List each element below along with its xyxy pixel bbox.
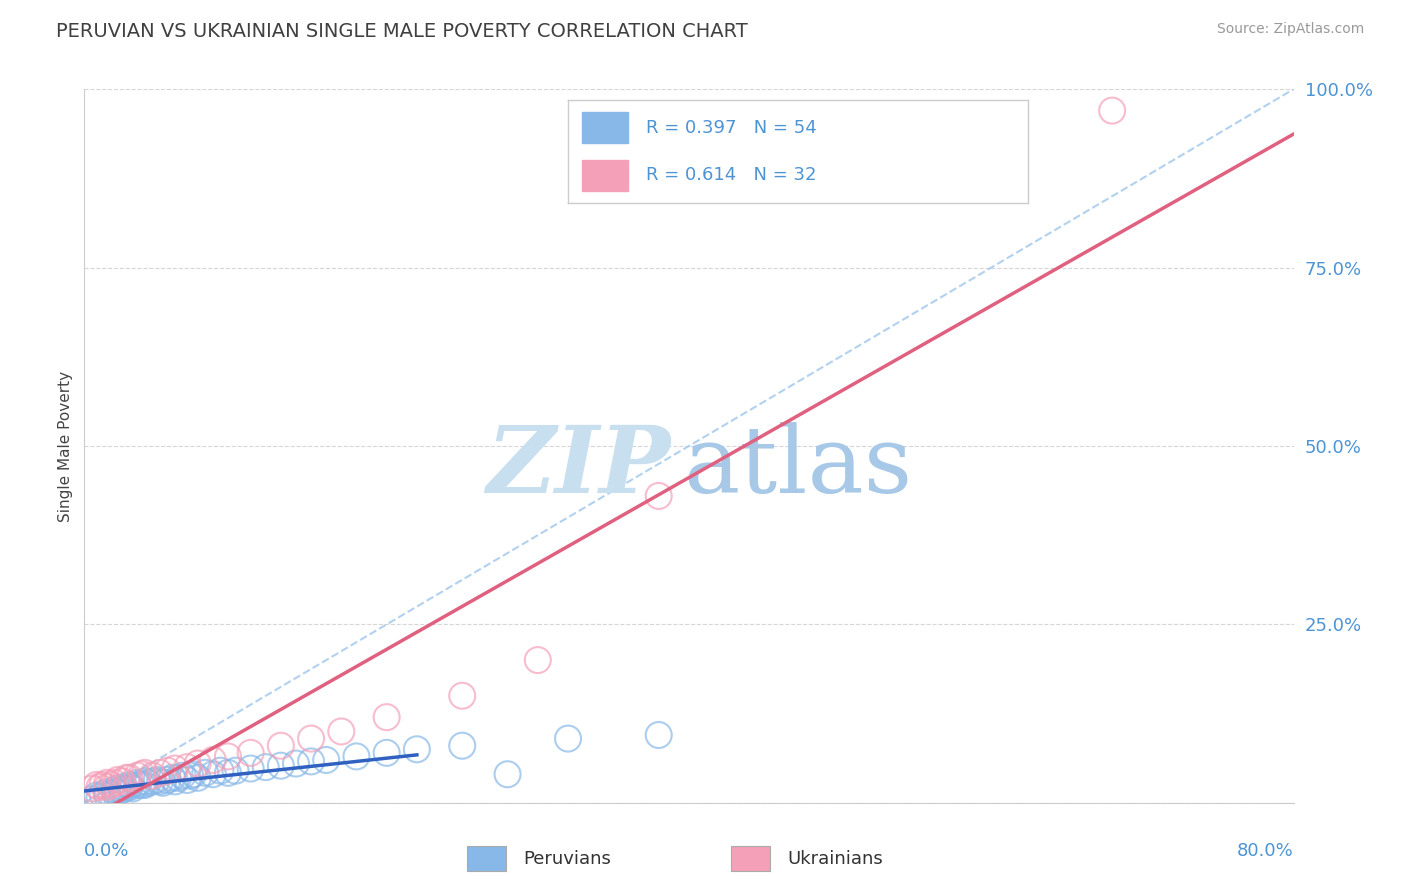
- Point: [134, 778, 156, 792]
- Point: [89, 780, 111, 794]
- Text: 80.0%: 80.0%: [1237, 842, 1294, 860]
- Point: [194, 765, 217, 780]
- Point: [104, 783, 127, 797]
- Point: [141, 769, 163, 783]
- Point: [118, 771, 141, 785]
- Point: [96, 776, 118, 790]
- FancyBboxPatch shape: [467, 847, 506, 871]
- Point: [121, 781, 143, 796]
- Point: [134, 774, 156, 789]
- Point: [149, 765, 172, 780]
- Point: [107, 785, 129, 799]
- Point: [156, 772, 179, 787]
- Point: [156, 764, 179, 778]
- Point: [118, 778, 141, 792]
- Text: PERUVIAN VS UKRAINIAN SINGLE MALE POVERTY CORRELATION CHART: PERUVIAN VS UKRAINIAN SINGLE MALE POVERT…: [56, 22, 748, 41]
- Point: [375, 710, 398, 724]
- Point: [104, 776, 127, 790]
- Point: [254, 760, 277, 774]
- Point: [115, 771, 138, 785]
- Point: [172, 769, 194, 783]
- Point: [127, 776, 149, 790]
- Point: [91, 787, 114, 801]
- Point: [406, 742, 429, 756]
- Point: [284, 756, 308, 771]
- Point: [647, 728, 671, 742]
- Point: [149, 774, 172, 789]
- Point: [152, 776, 174, 790]
- Point: [146, 772, 169, 787]
- Point: [131, 778, 153, 792]
- Point: [496, 767, 519, 781]
- Point: [209, 764, 232, 778]
- Point: [167, 771, 190, 785]
- Point: [176, 760, 198, 774]
- Point: [176, 772, 198, 787]
- Point: [136, 776, 159, 790]
- Point: [118, 780, 141, 794]
- Point: [187, 756, 209, 771]
- Point: [239, 762, 262, 776]
- Point: [111, 780, 134, 794]
- Point: [346, 749, 368, 764]
- Point: [187, 771, 209, 785]
- Point: [80, 792, 103, 806]
- Point: [225, 764, 247, 778]
- Point: [127, 769, 149, 783]
- Point: [141, 774, 163, 789]
- Point: [100, 787, 122, 801]
- Point: [111, 774, 134, 789]
- Text: ZIP: ZIP: [486, 423, 671, 512]
- Text: atlas: atlas: [683, 423, 912, 512]
- Point: [104, 785, 127, 799]
- Point: [451, 689, 474, 703]
- Text: Ukrainians: Ukrainians: [787, 849, 883, 868]
- Point: [100, 778, 122, 792]
- Text: Source: ZipAtlas.com: Source: ZipAtlas.com: [1216, 22, 1364, 37]
- Point: [96, 785, 118, 799]
- Point: [557, 731, 579, 746]
- Point: [181, 767, 204, 781]
- Point: [315, 753, 337, 767]
- Point: [1101, 103, 1123, 118]
- Point: [526, 653, 548, 667]
- Point: [299, 731, 322, 746]
- Point: [163, 774, 186, 789]
- Point: [330, 724, 353, 739]
- Point: [114, 781, 136, 796]
- Point: [86, 789, 108, 803]
- Point: [131, 767, 153, 781]
- Point: [201, 767, 224, 781]
- Point: [217, 765, 239, 780]
- Point: [217, 749, 239, 764]
- Point: [647, 489, 671, 503]
- Point: [80, 781, 103, 796]
- Point: [86, 778, 108, 792]
- Point: [270, 758, 292, 772]
- Y-axis label: Single Male Poverty: Single Male Poverty: [58, 370, 73, 522]
- Point: [96, 780, 118, 794]
- Point: [163, 762, 186, 776]
- Point: [107, 772, 129, 787]
- Point: [451, 739, 474, 753]
- Point: [179, 769, 201, 783]
- Point: [375, 746, 398, 760]
- Point: [96, 789, 118, 803]
- Point: [160, 771, 183, 785]
- Point: [111, 783, 134, 797]
- Point: [239, 746, 262, 760]
- Text: 0.0%: 0.0%: [84, 842, 129, 860]
- Text: Peruvians: Peruvians: [523, 849, 610, 868]
- Point: [127, 778, 149, 792]
- Point: [89, 790, 111, 805]
- Point: [201, 753, 224, 767]
- Point: [91, 778, 114, 792]
- Point: [107, 781, 129, 796]
- Point: [134, 765, 156, 780]
- Point: [270, 739, 292, 753]
- FancyBboxPatch shape: [731, 847, 770, 871]
- Point: [299, 755, 322, 769]
